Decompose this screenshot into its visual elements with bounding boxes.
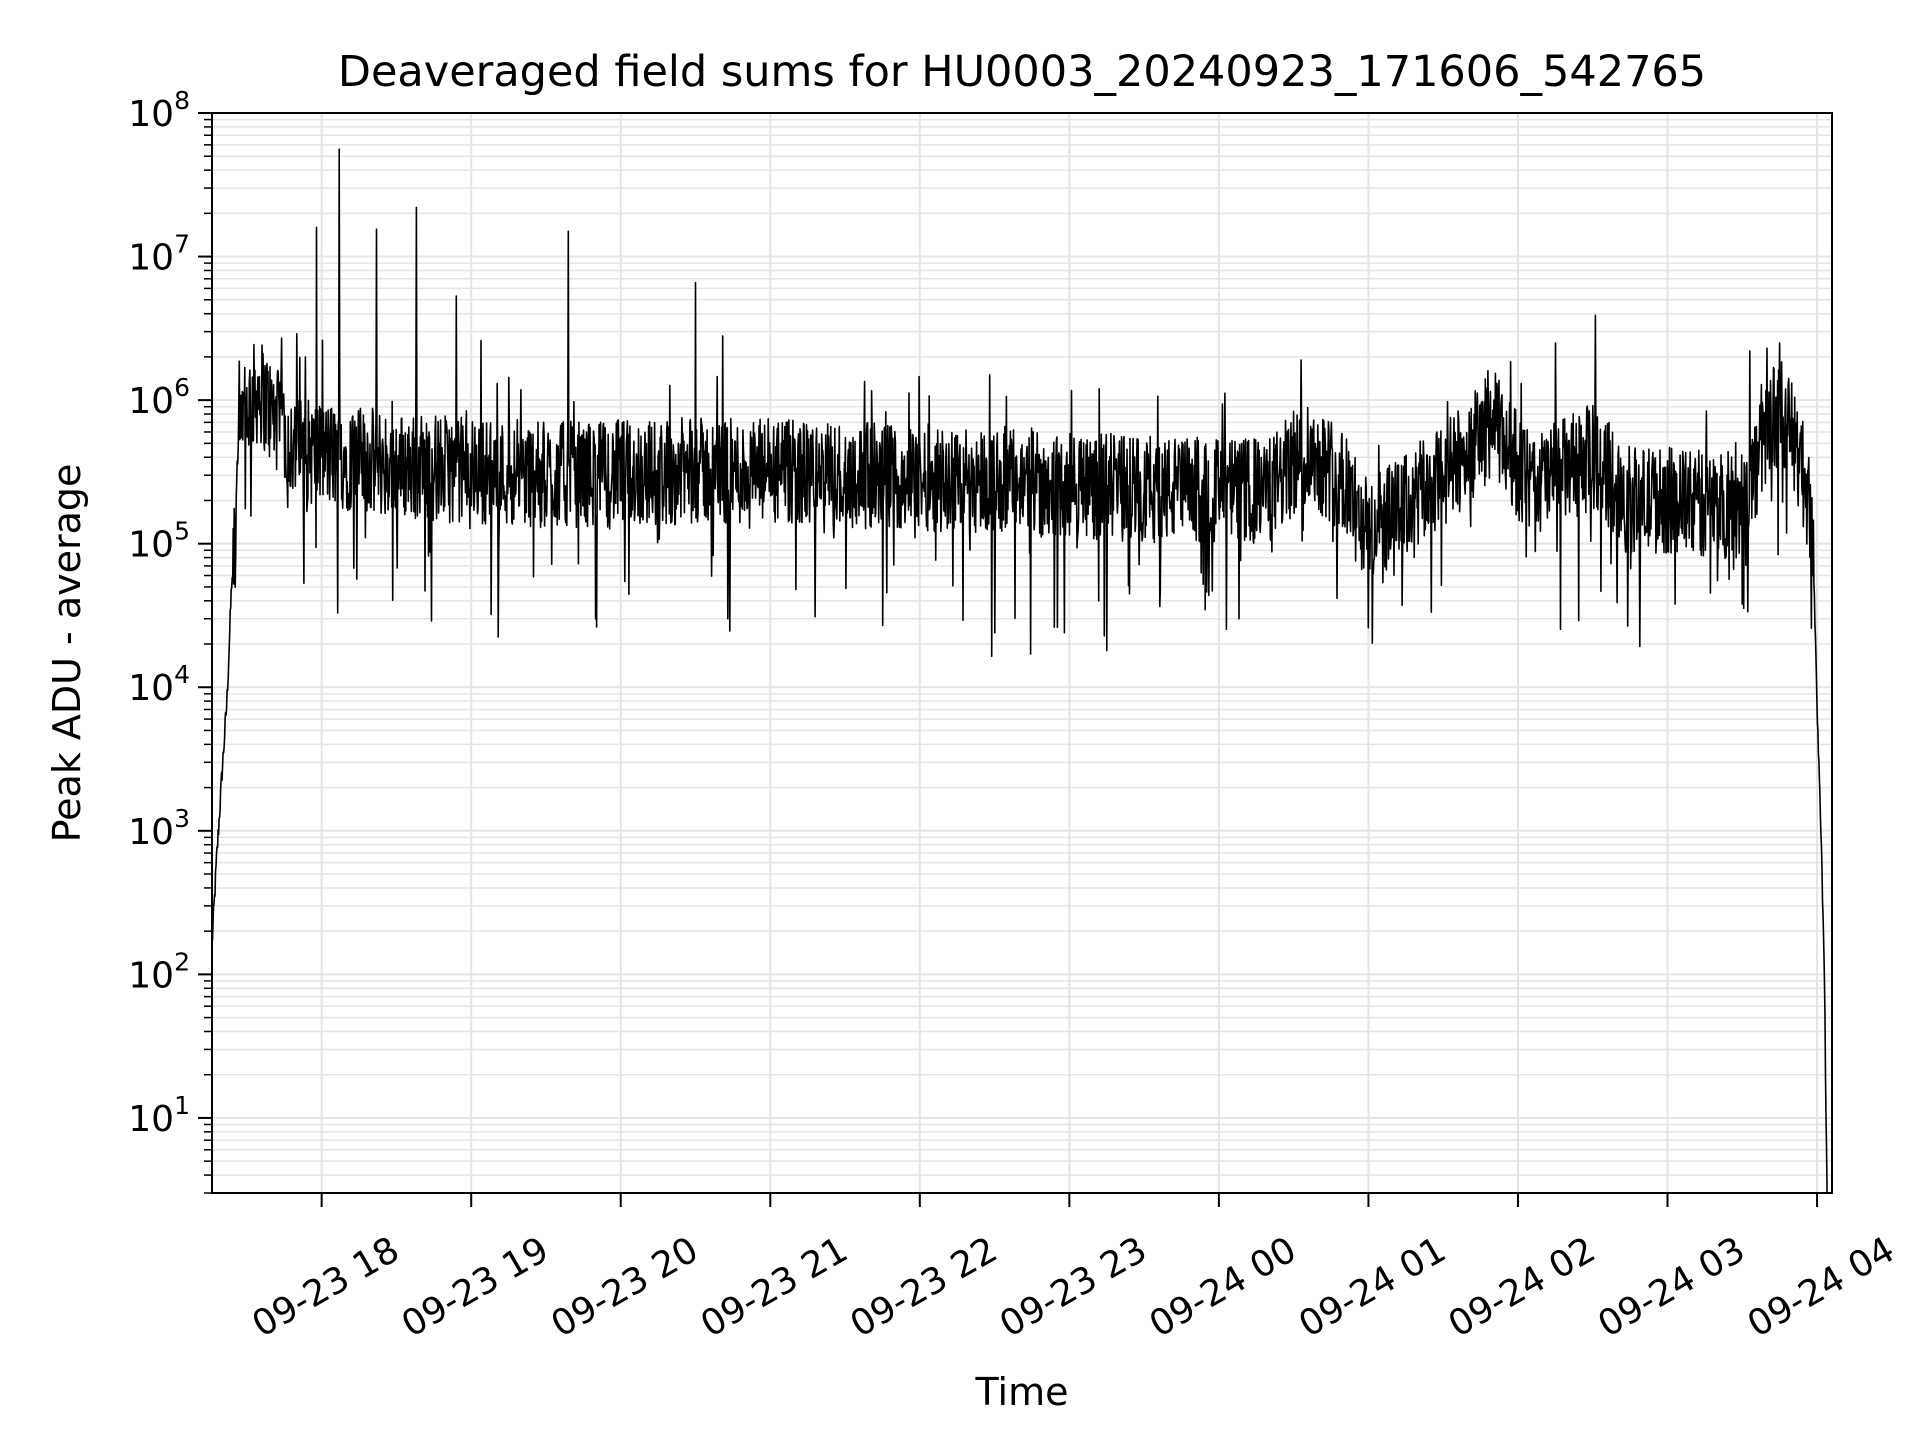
y-tick-label: 103: [128, 804, 190, 853]
y-tick-label: 102: [128, 947, 190, 996]
chart-title: Deaveraged field sums for HU0003_2024092…: [338, 47, 1706, 97]
y-axis-label: Peak ADU - average: [45, 464, 89, 843]
x-axis-label: Time: [975, 1370, 1069, 1414]
plot-frame: [211, 112, 1833, 1194]
y-tick-label: 104: [128, 660, 190, 709]
y-tick-label: 106: [128, 373, 190, 422]
y-tick-label: 105: [128, 517, 190, 566]
series-line: [211, 148, 1828, 1193]
minor-gridlines: [212, 118, 1832, 1194]
y-tick-label: 101: [128, 1091, 190, 1140]
data-series: [211, 148, 1828, 1193]
y-tick-label: 107: [128, 230, 190, 279]
y-tick-label: 108: [128, 86, 190, 135]
y-axis-ticks: 101 102 103 104 105 106 107 108: [128, 86, 212, 1194]
